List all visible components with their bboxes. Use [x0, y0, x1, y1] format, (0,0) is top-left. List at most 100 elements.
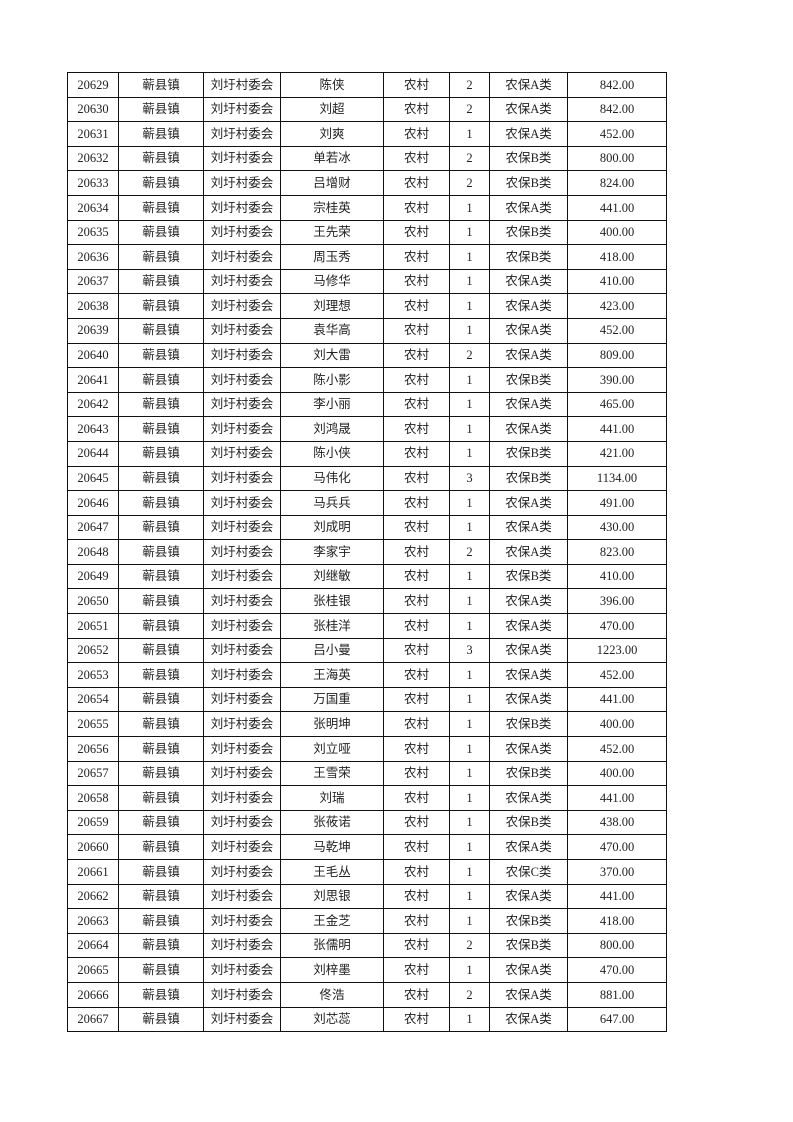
area-type-cell: 农村 — [383, 367, 450, 393]
serial-number-cell: 20633 — [67, 170, 119, 196]
village-cell: 刘圩村委会 — [203, 416, 281, 442]
table-row: 20631 蕲县镇 刘圩村委会 刘爽 农村 1 农保A类 452.00 — [67, 121, 667, 147]
amount-cell: 396.00 — [567, 588, 667, 615]
serial-number-cell: 20640 — [67, 342, 119, 369]
table-row: 20648 蕲县镇 刘圩村委会 李家宇 农村 2 农保A类 823.00 — [67, 539, 667, 565]
amount-cell: 400.00 — [567, 219, 667, 246]
insurance-category-cell: 农保A类 — [489, 72, 568, 98]
household-count-cell: 1 — [449, 317, 490, 344]
village-cell: 刘圩村委会 — [203, 96, 281, 123]
household-count-cell: 1 — [449, 662, 490, 688]
serial-number-cell: 20660 — [67, 834, 119, 860]
village-cell: 刘圩村委会 — [203, 613, 281, 639]
name-cell: 吕小曼 — [280, 637, 384, 664]
serial-number-cell: 20636 — [67, 244, 119, 270]
household-count-cell: 1 — [449, 908, 490, 934]
serial-number-cell: 20649 — [67, 563, 119, 590]
area-type-cell: 农村 — [383, 785, 450, 811]
table-body: 20629 蕲县镇 刘圩村委会 陈侠 农村 2 农保A类 842.00 20630 蕲县镇 刘圩村委… — [67, 72, 667, 1033]
household-count-cell: 1 — [449, 514, 490, 541]
serial-number-cell: 20643 — [67, 416, 119, 442]
name-cell: 陈小影 — [280, 367, 384, 393]
town-cell: 蕲县镇 — [118, 96, 204, 123]
serial-number-cell: 20631 — [67, 121, 119, 147]
amount-cell: 452.00 — [567, 121, 667, 147]
name-cell: 刘立哑 — [280, 736, 384, 762]
insurance-category-cell: 农保A类 — [489, 539, 568, 565]
table-row: 20644 蕲县镇 刘圩村委会 陈小侠 农村 1 农保B类 421.00 — [67, 440, 667, 467]
insurance-category-cell: 农保B类 — [489, 170, 568, 196]
area-type-cell: 农村 — [383, 613, 450, 639]
amount-cell: 390.00 — [567, 367, 667, 393]
data-table: 20629 蕲县镇 刘圩村委会 陈侠 农村 2 农保A类 842.00 20630 蕲县镇 刘圩村委… — [67, 72, 667, 1033]
name-cell: 刘梓墨 — [280, 957, 384, 983]
table-row: 20660 蕲县镇 刘圩村委会 马乾坤 农村 1 农保A类 470.00 — [67, 834, 667, 860]
town-cell: 蕲县镇 — [118, 809, 204, 836]
serial-number-cell: 20656 — [67, 736, 119, 762]
household-count-cell: 2 — [449, 170, 490, 196]
insurance-category-cell: 农保A类 — [489, 686, 568, 713]
area-type-cell: 农村 — [383, 490, 450, 516]
household-count-cell: 1 — [449, 686, 490, 713]
town-cell: 蕲县镇 — [118, 194, 204, 221]
serial-number-cell: 20639 — [67, 317, 119, 344]
name-cell: 马乾坤 — [280, 834, 384, 860]
household-count-cell: 1 — [449, 391, 490, 418]
household-count-cell: 1 — [449, 563, 490, 590]
village-cell: 刘圩村委会 — [203, 465, 281, 492]
serial-number-cell: 20634 — [67, 194, 119, 221]
village-cell: 刘圩村委会 — [203, 785, 281, 811]
insurance-category-cell: 农保B类 — [489, 563, 568, 590]
village-cell: 刘圩村委会 — [203, 342, 281, 369]
household-count-cell: 1 — [449, 736, 490, 762]
amount-cell: 452.00 — [567, 317, 667, 344]
serial-number-cell: 20653 — [67, 662, 119, 688]
area-type-cell: 农村 — [383, 760, 450, 787]
name-cell: 宗桂英 — [280, 194, 384, 221]
area-type-cell: 农村 — [383, 145, 450, 172]
amount-cell: 441.00 — [567, 416, 667, 442]
household-count-cell: 1 — [449, 859, 490, 885]
village-cell: 刘圩村委会 — [203, 711, 281, 738]
amount-cell: 441.00 — [567, 785, 667, 811]
household-count-cell: 1 — [449, 711, 490, 738]
area-type-cell: 农村 — [383, 957, 450, 983]
area-type-cell: 农村 — [383, 194, 450, 221]
village-cell: 刘圩村委会 — [203, 391, 281, 418]
name-cell: 陈小侠 — [280, 440, 384, 467]
name-cell: 李小丽 — [280, 391, 384, 418]
name-cell: 张儒明 — [280, 932, 384, 959]
name-cell: 陈侠 — [280, 72, 384, 98]
household-count-cell: 2 — [449, 96, 490, 123]
insurance-category-cell: 农保A类 — [489, 736, 568, 762]
household-count-cell: 2 — [449, 932, 490, 959]
insurance-category-cell: 农保B类 — [489, 440, 568, 467]
table-row: 20646 蕲县镇 刘圩村委会 马兵兵 农村 1 农保A类 491.00 — [67, 490, 667, 516]
town-cell: 蕲县镇 — [118, 514, 204, 541]
town-cell: 蕲县镇 — [118, 219, 204, 246]
town-cell: 蕲县镇 — [118, 440, 204, 467]
table-row: 20662 蕲县镇 刘圩村委会 刘思银 农村 1 农保A类 441.00 — [67, 883, 667, 910]
name-cell: 单若冰 — [280, 145, 384, 172]
amount-cell: 410.00 — [567, 563, 667, 590]
village-cell: 刘圩村委会 — [203, 662, 281, 688]
serial-number-cell: 20642 — [67, 391, 119, 418]
area-type-cell: 农村 — [383, 514, 450, 541]
table-row: 20650 蕲县镇 刘圩村委会 张桂银 农村 1 农保A类 396.00 — [67, 588, 667, 615]
insurance-category-cell: 农保A类 — [489, 96, 568, 123]
serial-number-cell: 20662 — [67, 883, 119, 910]
village-cell: 刘圩村委会 — [203, 440, 281, 467]
table-row: 20634 蕲县镇 刘圩村委会 宗桂英 农村 1 农保A类 441.00 — [67, 194, 667, 221]
amount-cell: 824.00 — [567, 170, 667, 196]
serial-number-cell: 20646 — [67, 490, 119, 516]
household-count-cell: 1 — [449, 809, 490, 836]
insurance-category-cell: 农保B类 — [489, 809, 568, 836]
insurance-category-cell: 农保A类 — [489, 1006, 568, 1033]
table-row: 20637 蕲县镇 刘圩村委会 马修华 农村 1 农保A类 410.00 — [67, 268, 667, 295]
area-type-cell: 农村 — [383, 809, 450, 836]
table-row: 20663 蕲县镇 刘圩村委会 王金芝 农村 1 农保B类 418.00 — [67, 908, 667, 934]
amount-cell: 800.00 — [567, 145, 667, 172]
name-cell: 张莜诺 — [280, 809, 384, 836]
village-cell: 刘圩村委会 — [203, 908, 281, 934]
table-row: 20655 蕲县镇 刘圩村委会 张明坤 农村 1 农保B类 400.00 — [67, 711, 667, 738]
